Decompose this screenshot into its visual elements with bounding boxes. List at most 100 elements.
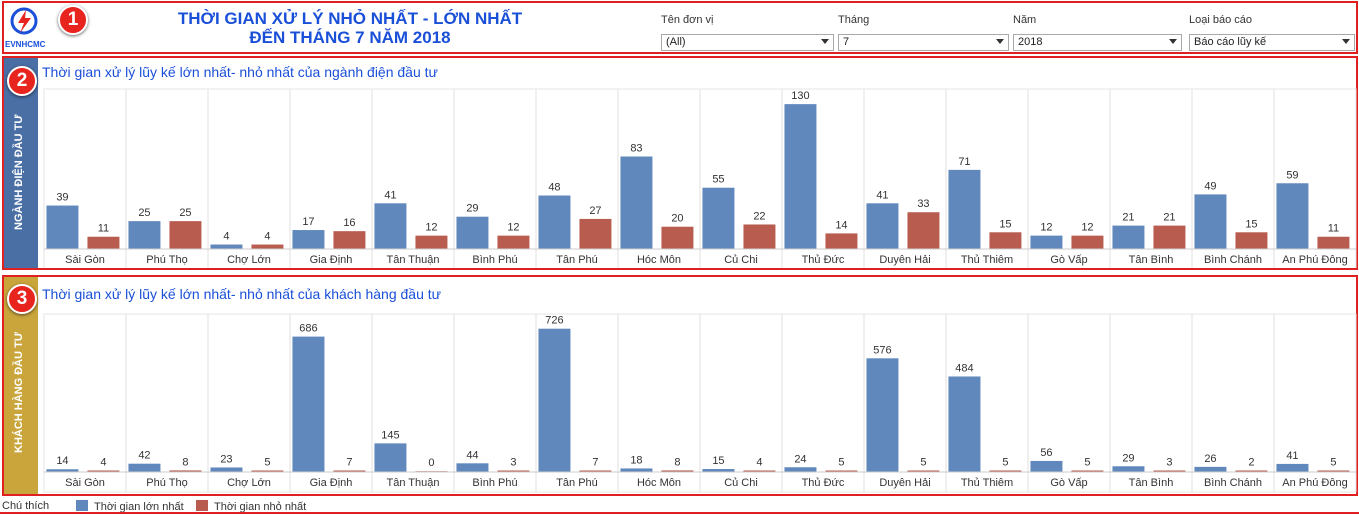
data-label: 41	[384, 189, 396, 201]
bar-max	[210, 467, 243, 472]
category-label: Tân Thuận	[386, 477, 439, 489]
side-label: KHÁCH HÀNG ĐẦU TƯ	[13, 332, 25, 453]
data-label: 18	[630, 454, 642, 466]
legend-swatch-min	[196, 500, 208, 511]
category-label: Tân Phú	[556, 477, 598, 489]
bar-max	[620, 156, 653, 249]
bar-min	[497, 235, 530, 249]
category-label: Duyên Hải	[879, 477, 930, 489]
bar-min	[907, 470, 940, 472]
bar-max	[948, 376, 981, 472]
bar-max	[1276, 463, 1309, 472]
filter-report-label: Loại báo cáo	[1189, 14, 1252, 26]
bar-min	[1153, 470, 1186, 472]
category-label: Gia Định	[310, 254, 353, 266]
data-label: 21	[1122, 212, 1134, 224]
filter-month-value: 7	[843, 36, 850, 48]
data-label: 56	[1040, 447, 1052, 459]
badge-2: 2	[7, 66, 37, 96]
legend-label-max: Thời gian lớn nhất	[94, 501, 184, 513]
data-label: 686	[299, 323, 317, 335]
data-label: 8	[182, 456, 188, 468]
bar-min	[1317, 236, 1350, 249]
category-label: Gò Vấp	[1050, 254, 1087, 266]
category-label: Bình Chánh	[1204, 254, 1262, 266]
data-label: 33	[917, 198, 929, 210]
category-label: Chợ Lớn	[227, 254, 271, 266]
bar-min	[825, 470, 858, 472]
category-label: Thủ Thiêm	[961, 254, 1013, 266]
category-label: Tân Thuận	[386, 254, 439, 266]
data-label: 8	[674, 456, 680, 468]
bar-max	[456, 463, 489, 472]
data-label: 145	[381, 429, 399, 441]
bar-min	[1071, 470, 1104, 472]
data-label: 7	[592, 457, 598, 469]
data-label: 5	[838, 457, 844, 469]
bar-min	[743, 224, 776, 249]
filter-month-label: Tháng	[838, 14, 870, 26]
bar-min	[497, 470, 530, 472]
data-label: 4	[100, 457, 106, 469]
bar-min	[333, 231, 366, 249]
bar-min	[87, 236, 120, 249]
bar-max	[620, 468, 653, 472]
filter-report-value: Báo cáo lũy kế	[1194, 36, 1267, 48]
bar-min	[251, 244, 284, 249]
bar-max	[866, 358, 899, 472]
data-label: 83	[630, 143, 642, 155]
filter-month-select[interactable]: 7	[838, 34, 1009, 51]
chart-title: Thời gian xử lý lũy kế lớn nhất- nhỏ nhấ…	[42, 64, 438, 80]
data-label: 5	[1084, 457, 1090, 469]
filter-year-select[interactable]: 2018	[1013, 34, 1182, 51]
data-label: 39	[56, 192, 68, 204]
data-label: 29	[466, 203, 478, 215]
data-label: 41	[1286, 450, 1298, 462]
data-label: 59	[1286, 169, 1298, 181]
data-label: 4	[756, 457, 762, 469]
data-label: 14	[56, 455, 68, 467]
bar-max	[784, 104, 817, 249]
data-label: 5	[920, 457, 926, 469]
bar-min	[1153, 225, 1186, 249]
bar-max	[292, 230, 325, 249]
data-label: 12	[507, 222, 519, 234]
data-label: 29	[1122, 452, 1134, 464]
bar-min	[87, 470, 120, 472]
bar-min	[1071, 235, 1104, 249]
bar-max	[1030, 460, 1063, 472]
data-label: 11	[98, 223, 109, 235]
data-label: 5	[1330, 457, 1336, 469]
category-label: Chợ Lớn	[227, 477, 271, 489]
section-utility-investment: NGÀNH ĐIỆN ĐẦU TƯ Thời gian xử lý lũy kế…	[2, 56, 1358, 270]
filter-unit-select[interactable]: (All)	[661, 34, 834, 51]
data-label: 3	[510, 457, 516, 469]
data-label: 576	[873, 344, 891, 356]
data-label: 17	[302, 216, 314, 228]
data-label: 41	[876, 189, 888, 201]
bar-min	[1235, 470, 1268, 472]
data-label: 22	[753, 210, 765, 222]
data-label: 12	[1081, 222, 1093, 234]
data-label: 25	[179, 207, 191, 219]
category-label: Thủ Đức	[802, 254, 845, 266]
legend-swatch-max	[76, 500, 88, 511]
data-label: 726	[545, 315, 563, 327]
data-label: 2	[1248, 457, 1254, 469]
category-label: Bình Chánh	[1204, 477, 1262, 489]
data-label: 484	[955, 362, 973, 374]
data-label: 48	[548, 182, 560, 194]
bar-max	[1112, 466, 1145, 472]
data-label: 14	[835, 219, 847, 231]
data-label: 7	[346, 457, 352, 469]
filter-unit-value: (All)	[666, 36, 686, 48]
data-label: 42	[138, 450, 150, 462]
bar-max	[1030, 235, 1063, 249]
bar-max	[456, 216, 489, 249]
bar-max	[1194, 194, 1227, 249]
category-label: Củ Chi	[724, 254, 758, 266]
category-label: Phú Thọ	[146, 254, 187, 266]
bar-min	[333, 470, 366, 472]
filter-report-select[interactable]: Báo cáo lũy kế	[1189, 34, 1355, 51]
category-label: Tân Bình	[1129, 254, 1174, 266]
